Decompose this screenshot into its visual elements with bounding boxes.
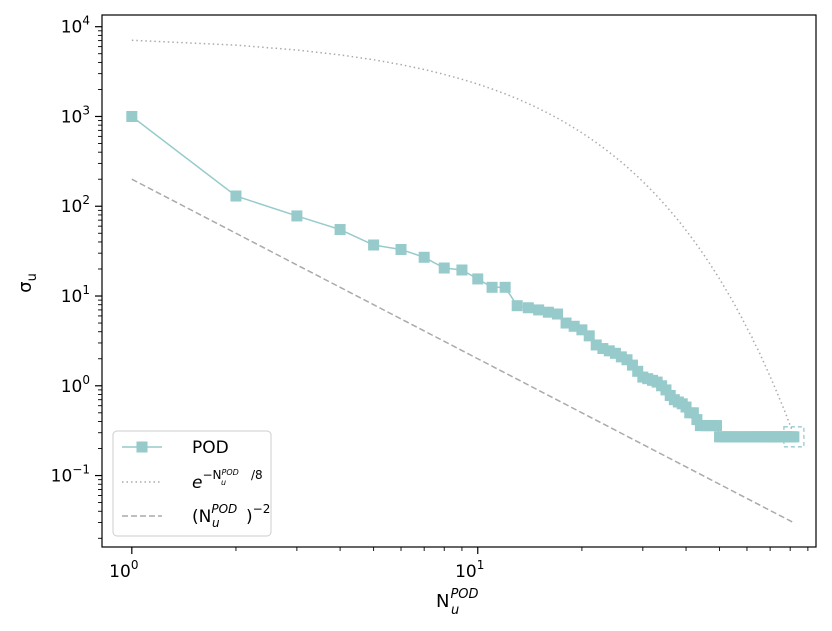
y-tick-label-0: 10−1 xyxy=(51,463,90,487)
y-tick-label-2: 101 xyxy=(61,283,90,307)
pod-point xyxy=(291,210,303,222)
y-tick-label-5: 104 xyxy=(61,14,90,38)
y-tick-label-exp-0: −1 xyxy=(72,463,90,477)
x-tick-label-exp-1: 1 xyxy=(477,558,485,572)
pod-point xyxy=(511,300,523,312)
y-tick-label-exp-5: 4 xyxy=(82,14,90,28)
y-axis-label: σu xyxy=(15,273,40,293)
legend-power-sup: POD xyxy=(211,502,237,516)
legend-power-close: ) xyxy=(246,507,253,527)
x-tick-label-exp-0: 0 xyxy=(131,558,139,572)
y-tick-label-base-2: 10 xyxy=(61,287,83,307)
y-tick-label-exp-4: 3 xyxy=(82,103,90,117)
pod-point xyxy=(560,317,572,329)
pod-point xyxy=(456,264,468,276)
pod-point xyxy=(597,343,609,355)
series-line-1 xyxy=(131,39,795,436)
pod-point xyxy=(788,431,800,443)
y-tick-label-3: 102 xyxy=(61,193,90,217)
legend-exp-base: e xyxy=(192,473,202,493)
pod-point xyxy=(632,365,644,377)
legend-pod-marker xyxy=(136,441,148,453)
legend-frame xyxy=(112,430,272,537)
pod-point xyxy=(230,190,242,202)
pod-point xyxy=(551,308,563,320)
x-tick-label-base-1: 10 xyxy=(455,562,477,582)
pod-point xyxy=(711,420,723,432)
legend-exp-sup-sub: u xyxy=(221,478,226,487)
pod-point xyxy=(126,110,138,122)
pod-point xyxy=(522,302,534,314)
y-tick-label-1: 100 xyxy=(61,373,90,397)
legend-exp-sup-suffix: /8 xyxy=(251,468,263,482)
legend: POD e−NPOD u/8 (NPOD u)−2 xyxy=(112,430,272,537)
pod-point xyxy=(568,320,580,332)
pod-point xyxy=(603,345,615,357)
pod-point xyxy=(626,359,638,371)
y-tick-label-exp-2: 1 xyxy=(82,283,90,297)
pod-point xyxy=(395,243,407,255)
legend-power-sub: u xyxy=(212,516,220,530)
pod-point xyxy=(691,414,703,426)
legend-power-exp: −2 xyxy=(253,502,271,516)
plot-frame xyxy=(101,14,817,548)
y-tick-label-base-3: 10 xyxy=(61,197,83,217)
y-tick-label-base-1: 10 xyxy=(61,377,83,397)
x-axis-label-sup: POD xyxy=(450,587,478,602)
pod-point xyxy=(334,224,346,236)
pod-point xyxy=(687,407,699,419)
y-axis-label-sub: u xyxy=(25,273,40,281)
x-axis-label-main: N xyxy=(436,591,449,612)
legend-exp-sup-prefix: −N xyxy=(202,468,221,482)
pod-point xyxy=(583,330,595,342)
pod-point xyxy=(615,351,627,363)
legend-pod-label: POD xyxy=(192,438,229,458)
y-tick-label-base-4: 10 xyxy=(61,107,83,127)
pod-point xyxy=(486,281,498,293)
x-tick-label-1: 101 xyxy=(455,558,484,582)
y-tick-label-base-5: 10 xyxy=(61,18,83,38)
pod-point xyxy=(542,306,554,318)
pod-point xyxy=(533,304,545,316)
x-tick-label-0: 100 xyxy=(109,558,138,582)
pod-point xyxy=(609,347,621,359)
pod-point xyxy=(499,281,511,293)
series-line-2 xyxy=(131,178,795,524)
pod-point xyxy=(472,273,484,285)
legend-power-open: (N xyxy=(192,507,211,527)
series-layer xyxy=(126,39,805,524)
pod-point xyxy=(438,262,450,274)
legend-power-label: (NPOD u)−2 xyxy=(192,502,270,530)
x-tick-label-base-0: 10 xyxy=(109,562,131,582)
pod-last-point-highlight xyxy=(783,426,805,448)
pod-point xyxy=(680,401,692,413)
pod-point xyxy=(418,251,430,263)
y-tick-label-exp-1: 0 xyxy=(82,373,90,387)
y-axis-label-main: σ xyxy=(15,281,36,292)
legend-exp-sup-sup: POD xyxy=(222,468,239,477)
x-axis-label-sub: u xyxy=(451,603,459,618)
y-tick-label-base-0: 10 xyxy=(51,467,73,487)
legend-exp-label: e−NPOD u/8 xyxy=(192,468,263,493)
pod-point xyxy=(660,384,672,396)
x-axis-label: NPOD u xyxy=(436,587,479,618)
y-tick-label-exp-3: 2 xyxy=(82,193,90,207)
y-tick-label-4: 103 xyxy=(61,103,90,127)
pod-point xyxy=(368,239,380,251)
pod-point xyxy=(576,324,588,336)
pod-point xyxy=(590,339,602,351)
